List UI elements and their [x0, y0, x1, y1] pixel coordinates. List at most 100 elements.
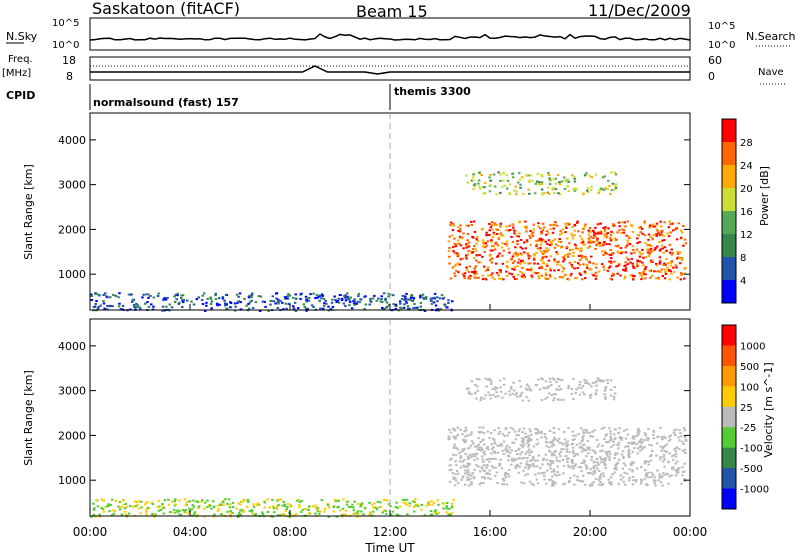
heatmap-cell [352, 506, 355, 509]
heatmap-cell [511, 176, 515, 179]
heatmap-cell [554, 438, 557, 441]
heatmap-cell [567, 190, 571, 192]
heatmap-cell [98, 513, 101, 516]
heatmap-cell [501, 242, 504, 245]
heatmap-cell [356, 513, 360, 516]
heatmap-cell [640, 278, 643, 281]
heatmap-cell [510, 273, 514, 276]
heatmap-cell [528, 179, 531, 182]
heatmap-cell [534, 432, 538, 434]
heatmap-cell [449, 431, 453, 434]
heatmap-cell [489, 383, 493, 385]
heatmap-cell [307, 299, 311, 302]
heatmap-cell [664, 272, 668, 275]
heatmap-cell [215, 302, 219, 305]
heatmap-cell [540, 436, 543, 439]
heatmap-cell [596, 223, 600, 226]
heatmap-cell [430, 299, 433, 302]
heatmap-cell [573, 464, 577, 467]
heatmap-cell [669, 434, 672, 437]
heatmap-cell [640, 442, 643, 445]
heatmap-cell [671, 466, 674, 469]
heatmap-cell [649, 235, 652, 238]
heatmap-cell [604, 434, 608, 437]
heatmap-cell [186, 500, 190, 503]
heatmap-cell [257, 503, 261, 506]
heatmap-cell [505, 265, 509, 268]
heatmap-cell [626, 445, 630, 448]
heatmap-cell [634, 480, 638, 483]
heatmap-cell [508, 229, 512, 231]
heatmap-cell [381, 511, 384, 514]
heatmap-cell [541, 252, 545, 255]
heatmap-cell [584, 483, 587, 486]
heatmap-cell [554, 182, 558, 185]
heatmap-cell [559, 264, 562, 267]
heatmap-cell [178, 499, 181, 502]
heatmap-cell [147, 507, 150, 509]
heatmap-cell [621, 228, 624, 231]
heatmap-cell [562, 260, 565, 263]
heatmap-cell [573, 234, 576, 237]
heatmap-cell [216, 304, 219, 307]
heatmap-cell [381, 308, 385, 311]
heatmap-cell [528, 480, 532, 483]
heatmap-cell [466, 224, 470, 227]
heatmap-cell [553, 223, 556, 226]
heatmap-cell [545, 233, 548, 236]
heatmap-cell [668, 435, 671, 438]
heatmap-cell [553, 378, 556, 381]
heatmap-cell [475, 276, 478, 279]
heatmap-cell [547, 259, 551, 262]
heatmap-cell [609, 435, 613, 438]
heatmap-cell [481, 426, 485, 429]
heatmap-cell [453, 237, 456, 240]
heatmap-cell [536, 442, 540, 445]
heatmap-cell [611, 473, 614, 476]
heatmap-cell [524, 436, 527, 439]
velocity-ylabel: Slant Range [km] [22, 370, 35, 466]
heatmap-cell [462, 247, 465, 250]
heatmap-cell [683, 462, 686, 465]
heatmap-cell [659, 445, 662, 448]
heatmap-cell [516, 465, 519, 467]
heatmap-cell [402, 298, 406, 301]
heatmap-cell [590, 185, 593, 188]
heatmap-cell [511, 223, 514, 226]
heatmap-cell [326, 504, 330, 507]
heatmap-cell [471, 453, 474, 456]
heatmap-cell [619, 474, 622, 477]
heatmap-cell [137, 507, 141, 510]
heatmap-cell [618, 263, 621, 266]
heatmap-cell [467, 387, 470, 390]
heatmap-cell [147, 296, 150, 299]
heatmap-cell [475, 254, 479, 257]
heatmap-cell [468, 265, 472, 268]
heatmap-cell [250, 510, 254, 513]
heatmap-cell [465, 257, 468, 260]
heatmap-cell [607, 450, 610, 453]
heatmap-cell [592, 470, 595, 473]
heatmap-cell [263, 300, 266, 303]
heatmap-cell [474, 455, 477, 458]
heatmap-cell [649, 459, 653, 462]
heatmap-cell [394, 308, 398, 310]
heatmap-cell [623, 471, 626, 474]
heatmap-cell [633, 251, 636, 254]
heatmap-cell [139, 307, 142, 310]
heatmap-cell [540, 174, 543, 177]
colorbar-tick-label: 12 [740, 230, 753, 241]
heatmap-cell [181, 299, 184, 302]
heatmap-cell [457, 271, 460, 274]
heatmap-cell [461, 476, 465, 479]
heatmap-cell [490, 261, 494, 264]
heatmap-cell [448, 262, 451, 265]
heatmap-cell [585, 431, 588, 434]
heatmap-cell [479, 187, 482, 190]
heatmap-cell [125, 513, 128, 516]
heatmap-cell [473, 270, 476, 273]
heatmap-cell [484, 377, 487, 380]
heatmap-cell [643, 220, 646, 223]
colorbar-segment [722, 365, 736, 387]
heatmap-cell [513, 268, 516, 271]
